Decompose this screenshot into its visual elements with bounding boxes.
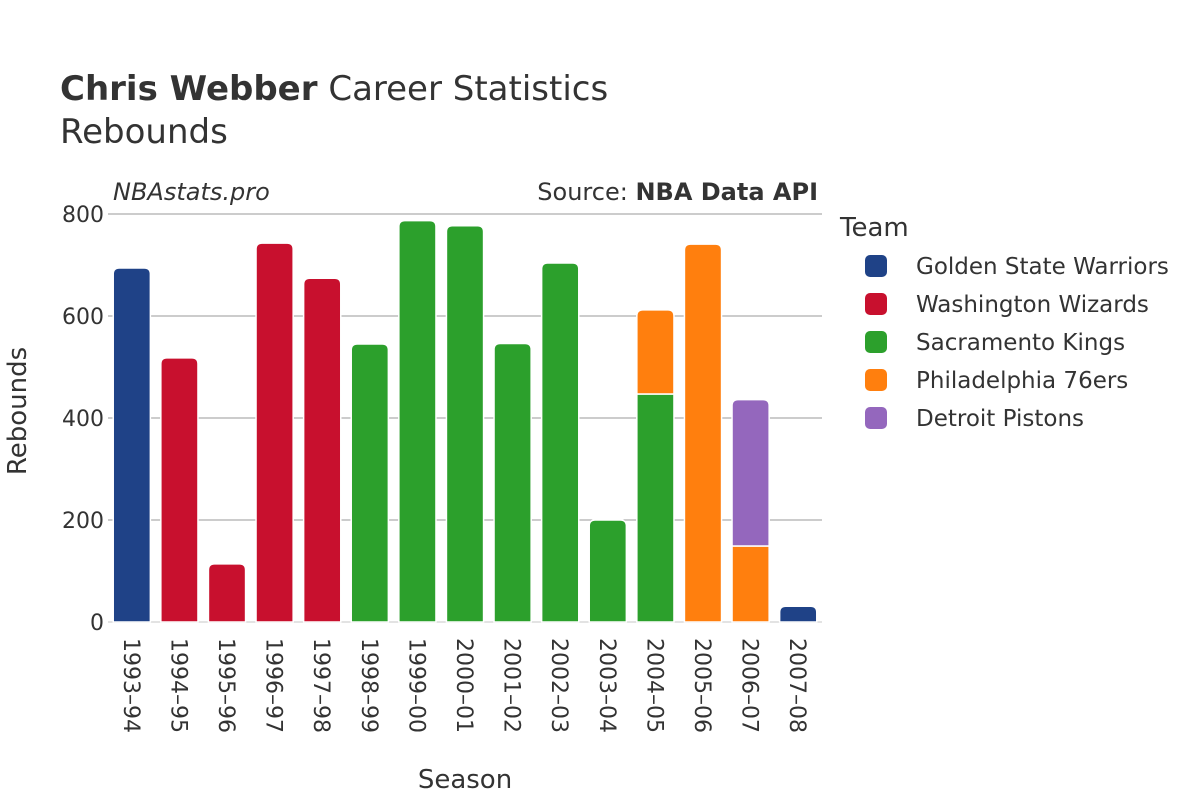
source-label: Source: NBA Data API bbox=[537, 178, 818, 206]
bar-segment bbox=[398, 219, 437, 623]
bar-segment bbox=[445, 224, 485, 623]
chart-title-rest: Career Statistics bbox=[318, 69, 609, 109]
x-tick-label: 2000–01 bbox=[451, 638, 476, 733]
bar-segment bbox=[302, 277, 342, 623]
source-name: NBA Data API bbox=[635, 178, 818, 206]
y-tick-label: 0 bbox=[90, 611, 104, 636]
y-tick-label: 600 bbox=[62, 305, 104, 330]
legend-swatch bbox=[865, 293, 887, 315]
y-tick-label: 800 bbox=[62, 203, 104, 228]
chart-subtitle: Rebounds bbox=[60, 112, 228, 152]
x-tick-label: 2007–08 bbox=[784, 638, 809, 733]
bar-segment bbox=[731, 398, 770, 547]
x-tick-label: 2006–07 bbox=[737, 638, 762, 733]
legend-item[interactable]: Golden State Warriors bbox=[865, 254, 1169, 280]
chart-title-player: Chris Webber bbox=[60, 69, 318, 109]
x-tick-label: 1995–96 bbox=[213, 638, 238, 733]
legend: Golden State Warriors Washington Wizards S… bbox=[865, 254, 1169, 432]
bar-segment bbox=[636, 309, 675, 395]
bar-segment bbox=[683, 243, 723, 623]
legend-item[interactable]: Washington Wizards bbox=[865, 292, 1149, 318]
legend-swatch bbox=[865, 331, 887, 353]
bar-segment bbox=[636, 393, 675, 623]
x-axis-title: Season bbox=[418, 765, 512, 795]
legend-swatch bbox=[865, 369, 887, 391]
y-axis-title: Rebounds bbox=[3, 347, 33, 475]
watermark: NBAstats.pro bbox=[113, 178, 270, 206]
legend-title: Team bbox=[839, 213, 909, 243]
x-tick-label: 1998–99 bbox=[356, 638, 381, 733]
x-tick-label: 1999–00 bbox=[403, 638, 428, 733]
y-axis-ticks: 0 200 400 600 800 bbox=[62, 203, 104, 636]
bar-segment bbox=[588, 519, 628, 623]
x-tick-label: 2003–04 bbox=[594, 638, 619, 733]
x-tick-label: 1994–95 bbox=[165, 638, 190, 733]
bar-segment bbox=[540, 262, 580, 623]
legend-label: Sacramento Kings bbox=[916, 330, 1125, 356]
legend-label: Philadelphia 76ers bbox=[916, 368, 1128, 394]
bars bbox=[112, 219, 818, 623]
bar-segment bbox=[160, 357, 199, 623]
legend-swatch bbox=[865, 255, 887, 277]
x-tick-label: 1997–98 bbox=[308, 638, 333, 733]
bar-segment bbox=[778, 605, 818, 623]
x-axis-ticks: 1993–94 1994–95 1995–96 1996–97 1997–98 1998–… bbox=[118, 638, 809, 733]
legend-label: Washington Wizards bbox=[916, 292, 1149, 318]
source-prefix: Source: bbox=[537, 178, 635, 206]
x-tick-label: 2002–03 bbox=[546, 638, 571, 733]
chart-title: Chris Webber Career Statistics bbox=[60, 69, 608, 109]
y-tick-label: 400 bbox=[62, 407, 104, 432]
legend-label: Detroit Pistons bbox=[916, 406, 1084, 432]
bar-segment bbox=[350, 343, 390, 623]
legend-label: Golden State Warriors bbox=[916, 254, 1169, 280]
x-tick-label: 1993–94 bbox=[118, 638, 143, 733]
x-tick-label: 2004–05 bbox=[641, 638, 666, 733]
x-tick-label: 2005–06 bbox=[689, 638, 714, 733]
x-tick-label: 1996–97 bbox=[261, 638, 286, 733]
bar-segment bbox=[207, 563, 247, 623]
bar-segment bbox=[493, 342, 532, 623]
legend-item[interactable]: Philadelphia 76ers bbox=[865, 368, 1128, 394]
bar-segment bbox=[255, 242, 294, 623]
y-tick-label: 200 bbox=[62, 509, 104, 534]
bar-segment bbox=[112, 267, 152, 623]
x-tick-label: 2001–02 bbox=[499, 638, 524, 733]
legend-swatch bbox=[865, 407, 887, 429]
bar-segment bbox=[731, 545, 770, 623]
legend-item[interactable]: Sacramento Kings bbox=[865, 330, 1125, 356]
legend-item[interactable]: Detroit Pistons bbox=[865, 406, 1084, 432]
